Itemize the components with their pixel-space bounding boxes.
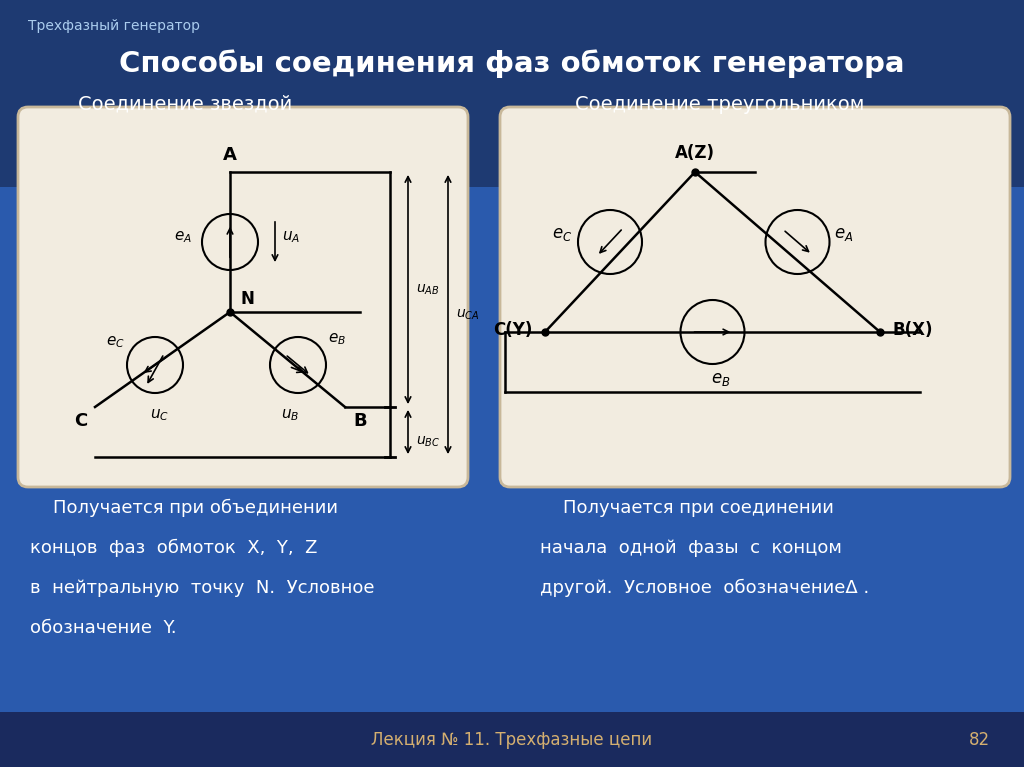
Text: Получается при объединении: Получается при объединении: [30, 499, 338, 517]
Text: $e_B$: $e_B$: [711, 370, 730, 388]
Text: $e_A$: $e_A$: [834, 225, 853, 243]
Text: Соединение треугольником: Соединение треугольником: [575, 95, 864, 114]
Text: Соединение звездой: Соединение звездой: [78, 95, 292, 114]
Text: $e_C$: $e_C$: [106, 334, 125, 350]
Text: 82: 82: [969, 731, 990, 749]
Bar: [0, 712, 1024, 767]
Text: $e_C$: $e_C$: [552, 225, 572, 243]
Text: A: A: [223, 146, 237, 164]
Text: N: N: [240, 290, 254, 308]
Bar: [0, 0, 1024, 187]
Text: Способы соединения фаз обмоток генератора: Способы соединения фаз обмоток генератор…: [119, 49, 905, 77]
Text: концов  фаз  обмоток  X,  Y,  Z: концов фаз обмоток X, Y, Z: [30, 539, 317, 558]
Text: B(X): B(X): [892, 321, 933, 339]
FancyBboxPatch shape: [18, 107, 468, 487]
FancyBboxPatch shape: [500, 107, 1010, 487]
Text: Трехфазный генератор: Трехфазный генератор: [28, 19, 200, 33]
Text: C: C: [74, 412, 87, 430]
Text: $u_A$: $u_A$: [282, 229, 300, 245]
Text: начала  одной  фазы  с  концом: начала одной фазы с концом: [540, 539, 842, 557]
Text: обозначение  Y.: обозначение Y.: [30, 619, 176, 637]
Text: $e_B$: $e_B$: [328, 331, 346, 347]
Text: $u_{CA}$: $u_{CA}$: [456, 308, 479, 321]
Text: C(Y): C(Y): [494, 321, 534, 339]
Text: в  нейтральную  точку  N.  Условное: в нейтральную точку N. Условное: [30, 579, 375, 597]
Text: Получается при соединении: Получается при соединении: [540, 499, 834, 517]
Text: A(Z): A(Z): [675, 144, 715, 162]
Text: $e_A$: $e_A$: [174, 229, 193, 245]
Text: B: B: [353, 412, 367, 430]
Text: Лекция № 11. Трехфазные цепи: Лекция № 11. Трехфазные цепи: [372, 731, 652, 749]
Text: $u_B$: $u_B$: [281, 407, 299, 423]
Bar: [0, 187, 1024, 767]
Text: другой.  Условное  обозначениеΔ .: другой. Условное обозначениеΔ .: [540, 579, 869, 597]
Text: $u_C$: $u_C$: [151, 407, 170, 423]
Text: $u_{AB}$: $u_{AB}$: [416, 282, 439, 297]
Text: $u_{BC}$: $u_{BC}$: [416, 435, 440, 449]
